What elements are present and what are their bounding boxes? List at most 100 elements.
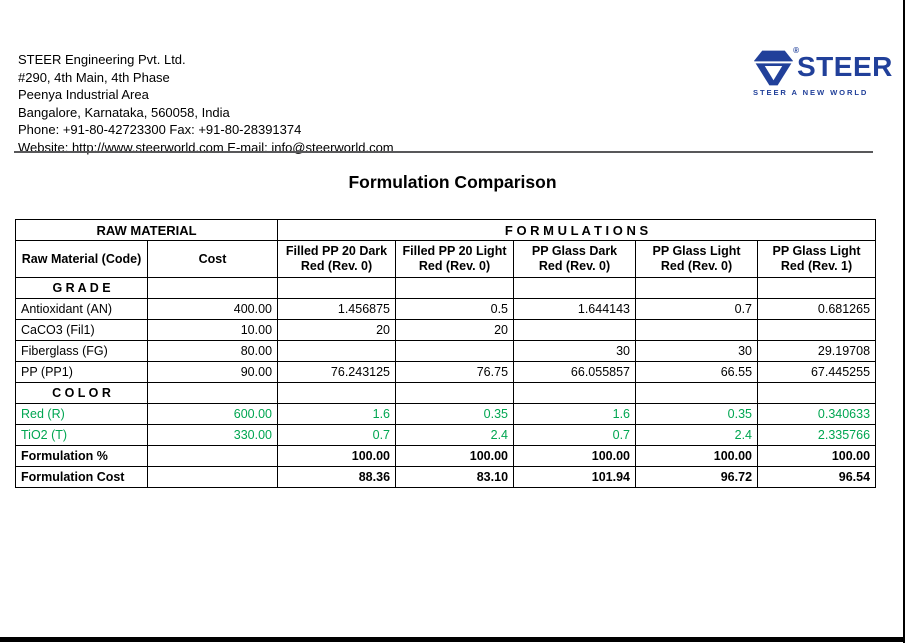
letterhead-divider: [14, 151, 873, 153]
phone-fax-line: Phone: +91-80-42723300 Fax: +91-80-28391…: [18, 122, 302, 137]
value-cell: 30: [635, 340, 759, 362]
registered-mark: ®: [793, 46, 799, 55]
table-row: Antioxidant (AN) 400.00 1.456875 0.5 1.64414…: [15, 298, 877, 320]
table-row: CaCO3 (Fil1) 10.00 20 20: [15, 319, 877, 341]
row-label-cell: C O L O R: [15, 382, 148, 404]
company-name: STEER Engineering Pvt. Ltd.: [18, 52, 186, 67]
value-cell: 0.35: [635, 403, 759, 425]
value-cell: 0.7: [513, 424, 637, 446]
value-cell: 66.055857: [513, 361, 637, 383]
value-cell: [757, 382, 877, 404]
value-cell: 30: [513, 340, 637, 362]
value-cell: [395, 277, 515, 299]
value-cell: 0.5: [395, 298, 515, 320]
column-header-formulation-5: PP Glass Light Red (Rev. 1): [757, 240, 877, 278]
value-cell: 100.00: [635, 445, 759, 467]
value-cell: [277, 382, 397, 404]
table-row: Red (R) 600.00 1.6 0.35 1.6 0.35 0.340633: [15, 403, 877, 425]
value-cell: 83.10: [395, 466, 515, 488]
table-row: PP (PP1) 90.00 76.243125 76.75 66.055857 66.5…: [15, 361, 877, 383]
page-bottom-edge: [0, 637, 905, 642]
logo-wordmark: STEER: [797, 51, 893, 82]
row-label-cell: Fiberglass (FG): [15, 340, 148, 362]
value-cell: 2.4: [635, 424, 759, 446]
value-cell: 96.72: [635, 466, 759, 488]
formulation-comparison-table: RAW MATERIAL F O R M U L A T I O N S Raw…: [14, 219, 877, 488]
address-line-2: Peenya Industrial Area: [18, 87, 149, 102]
value-cell: [146, 445, 279, 467]
table-row: Formulation % 100.00 100.00 100.00 100.00 100…: [15, 445, 877, 467]
table-row: Fiberglass (FG) 80.00 30 30 29.19708: [15, 340, 877, 362]
table-row: G R A D E: [15, 277, 877, 299]
table-row: C O L O R: [15, 382, 877, 404]
value-cell: 100.00: [277, 445, 397, 467]
column-header-formulation-1: Filled PP 20 Dark Red (Rev. 0): [277, 240, 397, 278]
table-row: TiO2 (T) 330.00 0.7 2.4 0.7 2.4 2.335766: [15, 424, 877, 446]
column-header-cost: Cost: [146, 240, 279, 278]
value-cell: 80.00: [146, 340, 279, 362]
website-email-line: Website: http://www.steerworld.com E-mai…: [18, 139, 394, 155]
value-cell: 29.19708: [757, 340, 877, 362]
address-line-1: #290, 4th Main, 4th Phase: [18, 69, 170, 85]
steer-logo: ® STEER STEER A NEW WORLD: [753, 46, 895, 97]
value-cell: 101.94: [513, 466, 637, 488]
value-cell: 76.75: [395, 361, 515, 383]
table-group-header-row: RAW MATERIAL F O R M U L A T I O N S: [14, 219, 877, 241]
company-address-block: STEER Engineering Pvt. Ltd. #290, 4th Ma…: [18, 51, 394, 156]
raw-material-group-header: RAW MATERIAL: [14, 219, 279, 241]
value-cell: 0.681265: [757, 298, 877, 320]
value-cell: [757, 319, 877, 341]
value-cell: 1.456875: [277, 298, 397, 320]
value-cell: 10.00: [146, 319, 279, 341]
value-cell: [757, 277, 877, 299]
value-cell: 2.4: [395, 424, 515, 446]
column-header-raw-material-code: Raw Material (Code): [15, 240, 148, 278]
value-cell: 600.00: [146, 403, 279, 425]
value-cell: 96.54: [757, 466, 877, 488]
value-cell: [395, 382, 515, 404]
row-label-cell: CaCO3 (Fil1): [15, 319, 148, 341]
value-cell: [635, 382, 759, 404]
column-header-formulation-4: PP Glass Light Red (Rev. 0): [635, 240, 759, 278]
row-label-cell: Formulation %: [15, 445, 148, 467]
value-cell: 88.36: [277, 466, 397, 488]
value-cell: 100.00: [513, 445, 637, 467]
value-cell: 0.340633: [757, 403, 877, 425]
page-right-edge: [903, 0, 905, 643]
value-cell: 20: [277, 319, 397, 341]
value-cell: [146, 277, 279, 299]
page-title: Formulation Comparison: [348, 172, 557, 192]
value-cell: 330.00: [146, 424, 279, 446]
value-cell: 66.55: [635, 361, 759, 383]
value-cell: [513, 319, 637, 341]
value-cell: 1.6: [277, 403, 397, 425]
table-column-header-row: Raw Material (Code) Cost Filled PP 20 Da…: [15, 240, 877, 278]
value-cell: 0.7: [277, 424, 397, 446]
value-cell: [277, 340, 397, 362]
column-header-formulation-2: Filled PP 20 Light Red (Rev. 0): [395, 240, 515, 278]
logo-tagline: STEER A NEW WORLD: [753, 88, 869, 97]
table-row: Formulation Cost 88.36 83.10 101.94 96.72 96.…: [15, 466, 877, 488]
value-cell: 20: [395, 319, 515, 341]
value-cell: 2.335766: [757, 424, 877, 446]
row-label-cell: G R A D E: [15, 277, 148, 299]
value-cell: 90.00: [146, 361, 279, 383]
row-label-cell: TiO2 (T): [15, 424, 148, 446]
formulations-group-header: F O R M U L A T I O N S: [277, 219, 877, 241]
value-cell: 100.00: [395, 445, 515, 467]
value-cell: [513, 277, 637, 299]
row-label-cell: Red (R): [15, 403, 148, 425]
value-cell: 400.00: [146, 298, 279, 320]
value-cell: 1.644143: [513, 298, 637, 320]
value-cell: 1.6: [513, 403, 637, 425]
row-label-cell: Formulation Cost: [15, 466, 148, 488]
table-body: G R A D E Antioxidant (AN) 400.00 1.456875 0…: [15, 277, 877, 488]
steer-triangle-icon: ®: [753, 46, 799, 87]
address-line-3: Bangalore, Karnataka, 560058, India: [18, 104, 230, 120]
value-cell: [277, 277, 397, 299]
column-header-formulation-3: PP Glass Dark Red (Rev. 0): [513, 240, 637, 278]
value-cell: [146, 466, 279, 488]
value-cell: 0.35: [395, 403, 515, 425]
value-cell: 76.243125: [277, 361, 397, 383]
